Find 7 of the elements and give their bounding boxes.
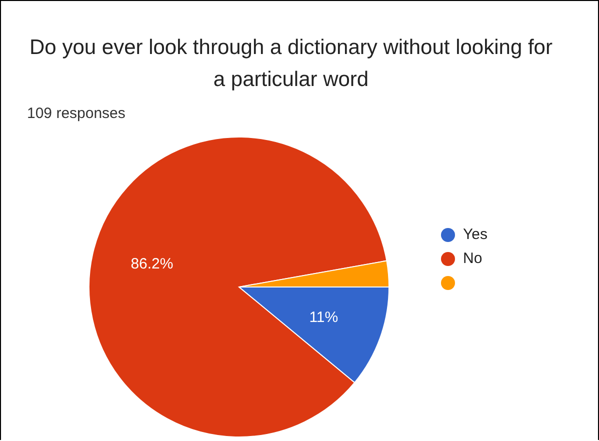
pie-slice [88,136,388,438]
legend-label: No [463,250,482,267]
chart-subtitle: 109 responses [27,105,126,122]
legend-label: Yes [463,226,488,243]
chart-title: Do you ever look through a dictionary without looking for a particular word [28,35,554,93]
data-label: 11% [309,308,338,326]
data-label: 86.2% [130,256,174,273]
